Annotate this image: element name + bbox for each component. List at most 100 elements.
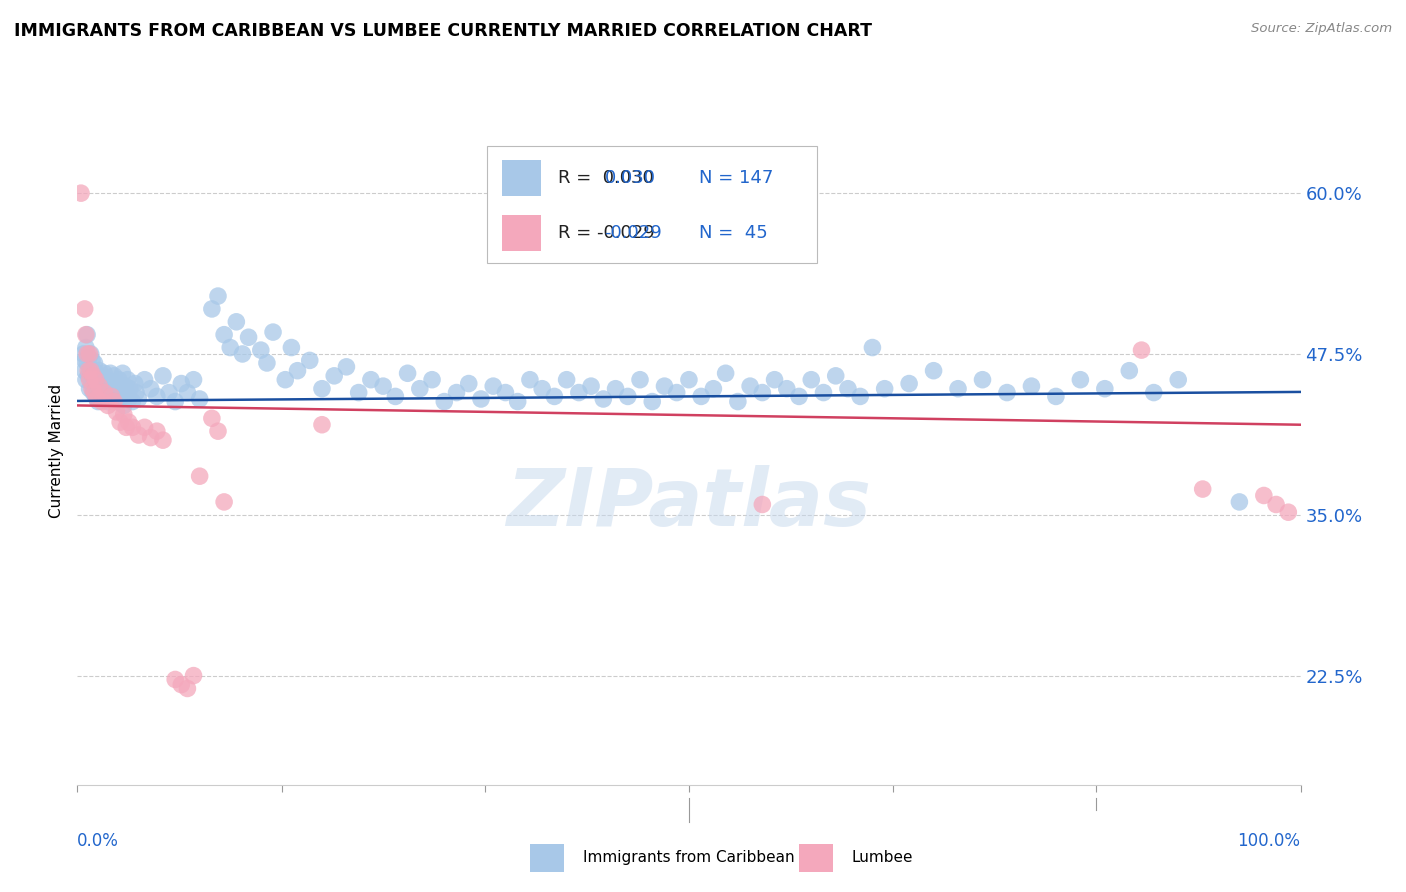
Point (93, 366, 115, 380)
Point (176, 385, 198, 400)
Point (112, 408, 135, 422)
Point (157, 385, 180, 400)
Point (813, 385, 835, 400)
Point (201, 301, 224, 316)
Y-axis label: Currently Married: Currently Married (49, 384, 65, 517)
Point (170, 678, 193, 692)
Point (1045, 389, 1067, 403)
Point (555, 373, 578, 387)
Point (207, 424, 229, 438)
Point (103, 394, 125, 409)
Point (605, 382, 627, 396)
Point (80, 353, 103, 368)
Point (201, 411, 224, 425)
Point (114, 379, 136, 393)
Point (409, 382, 432, 396)
Point (73, 301, 96, 316)
Point (84, 389, 107, 403)
Point (152, 368, 174, 383)
Point (93, 382, 115, 396)
Point (898, 376, 921, 391)
Point (90, 373, 112, 387)
Point (1094, 382, 1116, 396)
Point (80, 347, 103, 361)
Point (654, 379, 676, 393)
Point (628, 373, 651, 387)
Point (787, 389, 810, 403)
Point (212, 327, 235, 342)
Point (763, 373, 786, 387)
Point (83, 356, 105, 370)
Point (207, 289, 229, 303)
Point (97, 399, 120, 413)
Point (433, 394, 456, 409)
Text: 100.0%: 100.0% (1237, 831, 1301, 850)
Point (396, 366, 419, 380)
Point (79, 347, 101, 361)
Point (298, 353, 321, 368)
Point (89, 379, 111, 393)
Point (101, 382, 124, 396)
Point (335, 359, 357, 374)
Point (543, 389, 565, 403)
Point (82, 385, 104, 400)
Point (231, 347, 253, 361)
Point (183, 668, 205, 682)
Point (1130, 343, 1153, 358)
FancyBboxPatch shape (502, 215, 541, 252)
Text: 0.030: 0.030 (605, 169, 655, 187)
Point (225, 315, 247, 329)
Point (617, 389, 640, 403)
Point (751, 385, 773, 400)
Point (100, 376, 122, 391)
Point (90, 385, 112, 400)
Point (995, 385, 1018, 400)
Point (470, 392, 492, 406)
Point (250, 343, 273, 358)
Point (83, 368, 105, 383)
Point (80, 376, 103, 391)
Point (115, 385, 138, 400)
Point (311, 417, 333, 432)
Point (76, 347, 98, 361)
Point (531, 382, 554, 396)
Point (420, 373, 443, 387)
Point (104, 379, 127, 393)
Point (134, 420, 156, 434)
Point (592, 392, 614, 406)
Point (862, 341, 884, 355)
Point (641, 394, 664, 409)
Point (280, 341, 302, 355)
Point (256, 356, 278, 370)
Point (837, 382, 859, 396)
Point (77, 364, 100, 378)
Point (121, 420, 143, 434)
Point (139, 431, 162, 445)
FancyBboxPatch shape (530, 844, 564, 872)
Point (678, 373, 700, 387)
Point (1253, 488, 1275, 502)
Point (740, 379, 762, 393)
Point (134, 373, 156, 387)
Point (107, 394, 129, 409)
Text: R = -0.029: R = -0.029 (558, 224, 655, 242)
Point (76, 327, 98, 342)
Point (121, 394, 143, 409)
Point (146, 389, 169, 403)
Point (75, 341, 97, 355)
Point (91, 376, 114, 391)
Point (1143, 385, 1166, 400)
Point (75, 327, 97, 342)
Point (117, 373, 139, 387)
Point (495, 385, 517, 400)
Point (110, 389, 132, 403)
Point (98, 385, 121, 400)
Point (83, 385, 105, 400)
Point (79, 359, 101, 374)
Point (1265, 498, 1288, 512)
Point (80, 382, 103, 396)
Point (1277, 505, 1299, 519)
Point (108, 373, 131, 387)
Point (183, 373, 205, 387)
Point (139, 382, 162, 396)
